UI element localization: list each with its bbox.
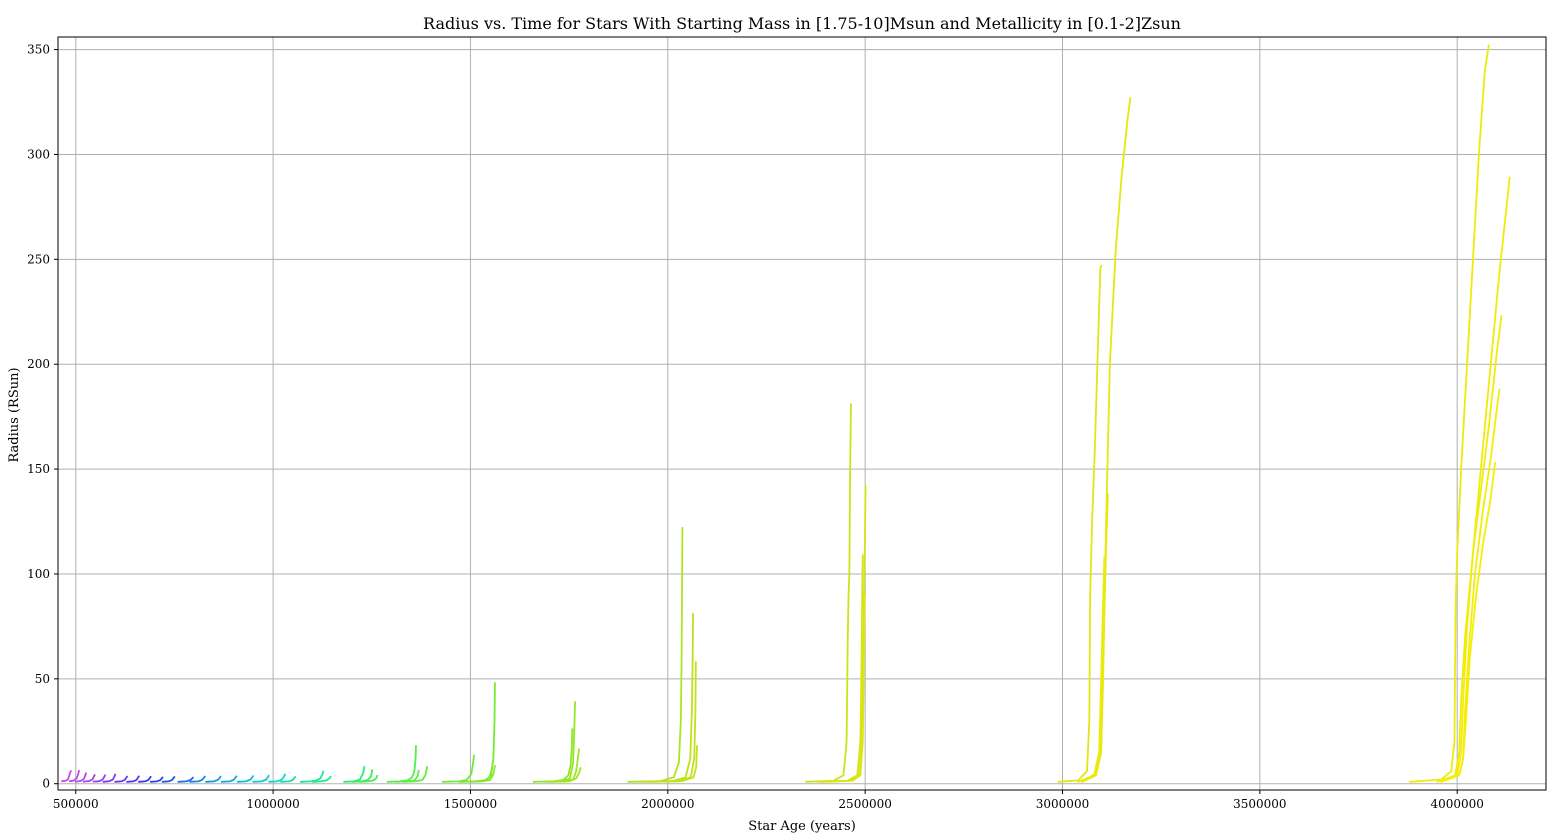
series-line-8 [138, 775, 152, 783]
series-line-46 [1077, 556, 1106, 783]
series-line-42 [824, 594, 866, 783]
series-line-10 [161, 776, 176, 783]
series-line-23 [359, 774, 379, 783]
grid-lines [58, 37, 1546, 790]
y-axis-ticks: 0 50 100 150 200 250 300 350 [27, 43, 58, 791]
series-line-2 [74, 772, 87, 783]
series-line-1 [68, 769, 80, 783]
series-line-4 [92, 774, 106, 783]
x-tick-label: 2500000 [838, 797, 891, 811]
series-line-17 [268, 773, 286, 783]
y-tick-label: 200 [27, 357, 50, 371]
series-line-49 [1440, 315, 1503, 783]
series-line-15 [236, 775, 254, 783]
series-line-51 [1440, 461, 1496, 783]
series-line-22 [351, 769, 374, 783]
series-line-9 [149, 776, 164, 783]
y-tick-label: 300 [27, 147, 50, 161]
x-tick-label: 1500000 [444, 797, 497, 811]
series-line-13 [205, 775, 222, 783]
series-line-47 [1408, 44, 1490, 783]
x-tick-label: 2000000 [641, 797, 694, 811]
series-line-5 [102, 773, 117, 783]
series-line-21 [343, 766, 366, 783]
series-line-20 [311, 775, 332, 783]
series-line-6 [114, 775, 128, 783]
series-line-26 [402, 766, 428, 783]
series-line-34 [552, 767, 582, 783]
chart-title: Radius vs. Time for Stars With Starting … [423, 14, 1181, 33]
y-tick-label: 350 [27, 43, 50, 57]
series-line-18 [280, 776, 297, 783]
series-line-19 [299, 770, 325, 783]
series-line-3 [82, 774, 96, 783]
series-line-39 [805, 403, 852, 783]
series-line-38 [651, 745, 698, 783]
series-line-14 [220, 775, 238, 783]
x-tick-label: 3500000 [1233, 797, 1286, 811]
series-line-16 [252, 774, 270, 783]
plot-area-frame [57, 36, 1547, 791]
series-line-30 [469, 764, 496, 783]
x-axis-ticks: 500000 1000000 1500000 2000000 2500000 300000… [53, 790, 1484, 811]
series-line-45 [1081, 493, 1109, 783]
x-tick-label: 4000000 [1430, 797, 1483, 811]
y-tick-label: 100 [27, 567, 50, 581]
y-tick-label: 0 [42, 777, 50, 791]
y-axis-label: Radius (RSun) [7, 367, 22, 462]
series-line-12 [189, 775, 206, 783]
series-line-0 [61, 770, 72, 783]
x-tick-label: 3000000 [1036, 797, 1089, 811]
series-line-11 [177, 776, 194, 783]
series-line-7 [126, 775, 140, 783]
series-line-43 [1057, 264, 1103, 783]
x-tick-label: 1000000 [246, 797, 299, 811]
y-tick-label: 150 [27, 462, 50, 476]
y-tick-label: 50 [35, 672, 50, 686]
x-tick-label: 500000 [53, 797, 99, 811]
y-tick-label: 250 [27, 252, 50, 266]
data-series [61, 44, 1511, 783]
x-axis-label: Star Age (years) [748, 819, 856, 834]
series-line-27 [441, 754, 475, 783]
